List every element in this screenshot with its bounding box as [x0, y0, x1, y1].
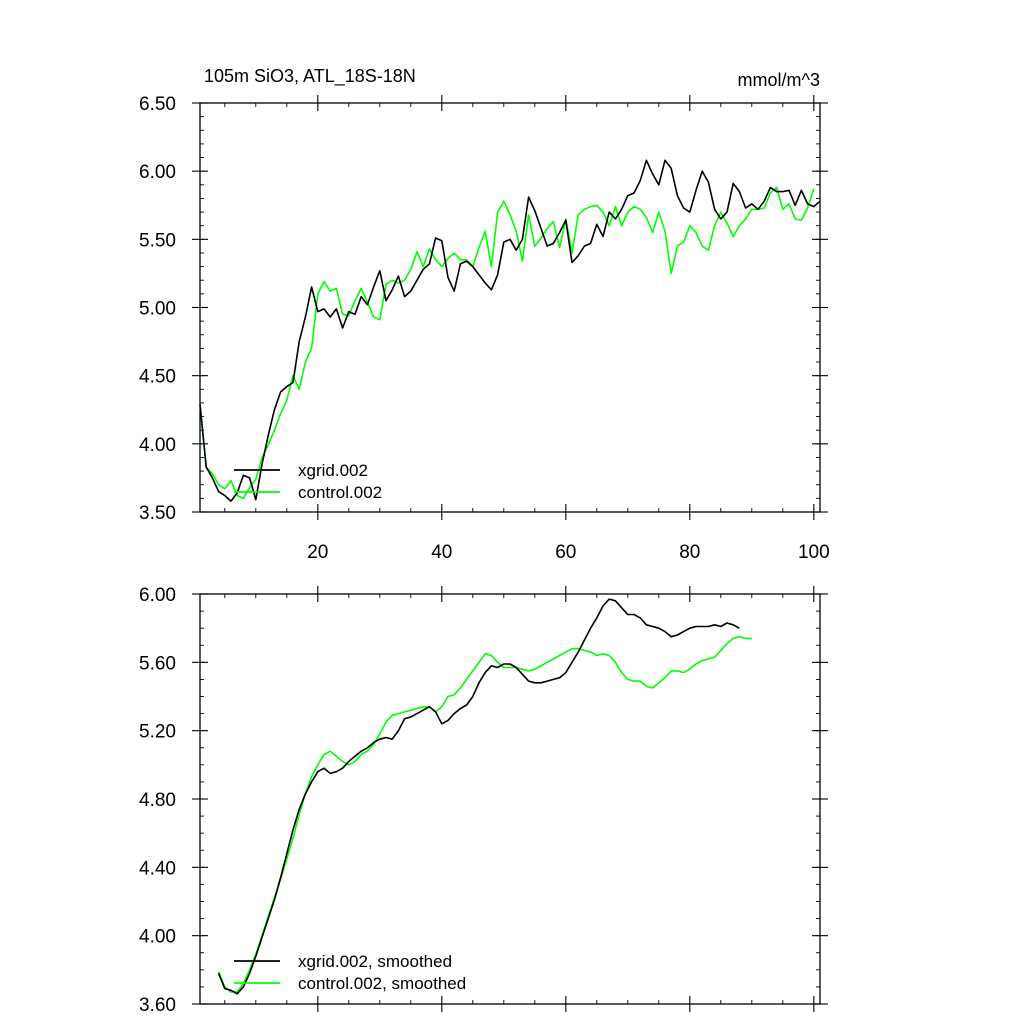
y-tick-label: 6.00: [139, 162, 176, 183]
y-tick-label: 6.50: [139, 94, 176, 115]
y-tick-label: 5.60: [139, 653, 176, 674]
axis-ticks: [192, 95, 828, 520]
y-tick-label: 3.60: [139, 995, 176, 1016]
series-line-xgrid: [217, 598, 740, 995]
x-tick-label: 20: [307, 542, 328, 563]
series-lines: [217, 598, 752, 995]
y-tick-label: 4.50: [139, 367, 176, 388]
units-label: mmol/m^3: [738, 70, 820, 90]
y-tick-labels: 3.50 4.00 4.50 5.00 5.50 6.00 6.50: [139, 94, 176, 524]
bottom-panel: 3.60 4.00 4.40 4.80 5.20 5.60 6.00 xgrid.002, …: [139, 585, 828, 1016]
chart-title: 105m SiO3, ATL_18S-18N: [204, 66, 416, 87]
y-tick-label: 5.50: [139, 230, 176, 251]
y-tick-label: 5.00: [139, 299, 176, 320]
x-tick-label: 100: [798, 542, 830, 563]
y-tick-labels: 3.60 4.00 4.40 4.80 5.20 5.60 6.00: [139, 585, 176, 1016]
y-tick-label: 3.50: [139, 503, 176, 524]
legend-label-xgrid: xgrid.002: [298, 461, 368, 480]
legend-label-control: control.002: [298, 483, 382, 502]
legend-label-xgrid-smoothed: xgrid.002, smoothed: [298, 952, 452, 971]
y-tick-label: 4.00: [139, 435, 176, 456]
y-tick-label: 4.40: [139, 858, 176, 879]
y-tick-label: 6.00: [139, 585, 176, 606]
y-tick-label: 5.20: [139, 722, 176, 743]
axis-ticks: [192, 586, 828, 1012]
x-tick-label: 80: [679, 542, 700, 563]
x-tick-labels: 20 40 60 80 100: [307, 542, 829, 563]
y-tick-label: 4.80: [139, 790, 176, 811]
legend: xgrid.002 control.002: [234, 461, 382, 502]
series-line-control: [199, 186, 815, 500]
legend-label-control-smoothed: control.002, smoothed: [298, 974, 466, 993]
legend: xgrid.002, smoothed control.002, smoothe…: [234, 952, 466, 993]
x-tick-label: 40: [431, 542, 452, 563]
series-lines: [199, 159, 821, 502]
series-line-xgrid: [199, 159, 821, 502]
top-panel: 105m SiO3, ATL_18S-18N mmol/m^3 3.50 4.00…: [139, 66, 830, 563]
x-tick-label: 60: [555, 542, 576, 563]
y-tick-label: 4.00: [139, 927, 176, 948]
